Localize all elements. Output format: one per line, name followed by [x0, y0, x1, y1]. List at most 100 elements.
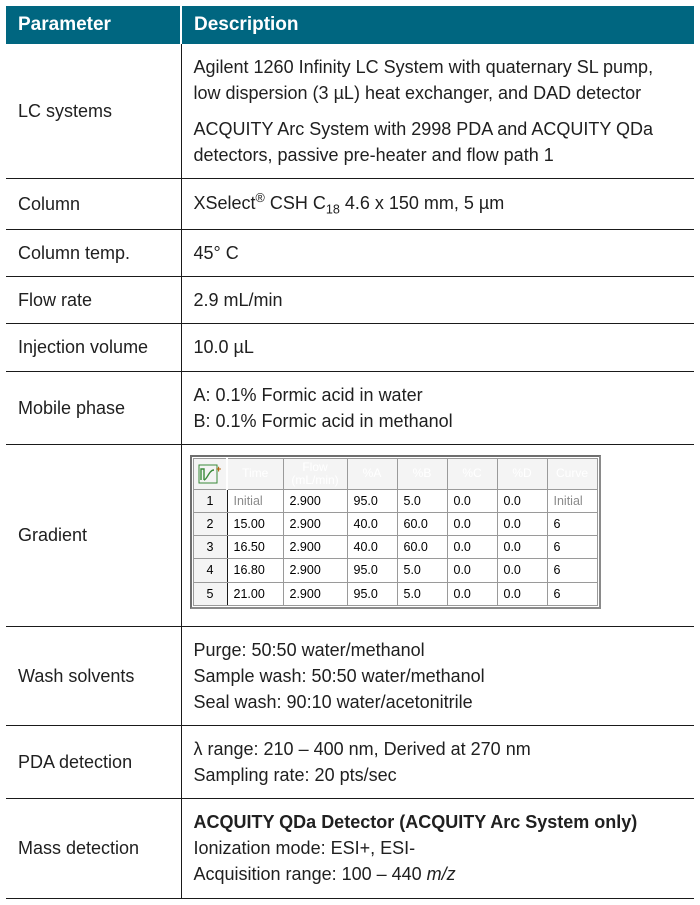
gradient-h-b: %B — [397, 458, 447, 489]
gradient-cell: 0.0 — [447, 582, 497, 605]
gradient-cell: 6 — [547, 559, 597, 582]
gradient-h-a: %A — [347, 458, 397, 489]
gradient-cell: 5.0 — [397, 490, 447, 513]
gradient-row: 316.502.90040.060.00.00.06 — [193, 536, 597, 559]
gradient-cell: 3 — [193, 536, 227, 559]
label-injection-volume: Injection volume — [6, 324, 181, 371]
mobile-b: B: 0.1% Formic acid in methanol — [194, 408, 683, 434]
value-column-temp: 45° C — [181, 230, 694, 277]
row-gradient: Gradient + — [6, 444, 694, 626]
gradient-cell: 0.0 — [447, 490, 497, 513]
svg-text:+: + — [216, 464, 221, 474]
gradient-h-time: Time — [227, 458, 283, 489]
row-mass: Mass detection ACQUITY QDa Detector (ACQ… — [6, 799, 694, 898]
pda-l1: λ range: 210 – 400 nm, Derived at 270 nm — [194, 736, 683, 762]
gradient-cell: 2.900 — [283, 536, 347, 559]
gradient-row: 416.802.90095.05.00.00.06 — [193, 559, 597, 582]
row-lc-systems: LC systems Agilent 1260 Infinity LC Syst… — [6, 44, 694, 179]
gradient-header-row: + Time Flow(mL/min) %A %B %C %D Curve — [193, 458, 597, 489]
wash-l3: Seal wash: 90:10 water/acetonitrile — [194, 689, 683, 715]
gradient-cell: 6 — [547, 513, 597, 536]
gradient-curve-icon: + — [198, 464, 222, 484]
row-wash: Wash solvents Purge: 50:50 water/methano… — [6, 626, 694, 725]
row-pda: PDA detection λ range: 210 – 400 nm, Der… — [6, 726, 694, 799]
mass-l3a: Acquisition range: 100 – 440 — [194, 864, 427, 884]
gradient-cell: 0.0 — [497, 559, 547, 582]
gradient-row: 1Initial2.90095.05.00.00.0Initial — [193, 490, 597, 513]
gradient-row: 521.002.90095.05.00.00.06 — [193, 582, 597, 605]
gradient-cell: 40.0 — [347, 513, 397, 536]
gradient-cell: 1 — [193, 490, 227, 513]
gradient-cell: 95.0 — [347, 559, 397, 582]
gradient-cell: Initial — [547, 490, 597, 513]
gradient-cell: 6 — [547, 582, 597, 605]
column-mid: CSH C — [265, 193, 326, 213]
gradient-cell: 4 — [193, 559, 227, 582]
mobile-a: A: 0.1% Formic acid in water — [194, 382, 683, 408]
column-pre: XSelect — [194, 193, 256, 213]
gradient-cell: 2.900 — [283, 490, 347, 513]
header-description: Description — [181, 6, 694, 44]
gradient-cell: 0.0 — [447, 513, 497, 536]
gradient-body: 1Initial2.90095.05.00.00.0Initial215.002… — [193, 490, 597, 606]
value-mobile-phase: A: 0.1% Formic acid in water B: 0.1% For… — [181, 371, 694, 444]
row-flow-rate: Flow rate 2.9 mL/min — [6, 277, 694, 324]
parameters-table: Parameter Description LC systems Agilent… — [6, 6, 694, 899]
value-gradient: + Time Flow(mL/min) %A %B %C %D Curve — [181, 444, 694, 626]
gradient-cell: 5.0 — [397, 582, 447, 605]
gradient-h-c: %C — [447, 458, 497, 489]
gradient-cell: 40.0 — [347, 536, 397, 559]
gradient-h-flow: Flow(mL/min) — [283, 458, 347, 489]
gradient-cell: 2 — [193, 513, 227, 536]
gradient-cell: 15.00 — [227, 513, 283, 536]
gradient-cell: 95.0 — [347, 490, 397, 513]
label-mobile-phase: Mobile phase — [6, 371, 181, 444]
wash-l1: Purge: 50:50 water/methanol — [194, 637, 683, 663]
row-column: Column XSelect® CSH C18 4.6 x 150 mm, 5 … — [6, 179, 694, 230]
gradient-cell: 2.900 — [283, 559, 347, 582]
gradient-cell: 0.0 — [447, 536, 497, 559]
gradient-table: + Time Flow(mL/min) %A %B %C %D Curve — [193, 458, 598, 606]
value-mass: ACQUITY QDa Detector (ACQUITY Arc System… — [181, 799, 694, 898]
row-mobile-phase: Mobile phase A: 0.1% Formic acid in wate… — [6, 371, 694, 444]
gradient-cell: 21.00 — [227, 582, 283, 605]
gradient-cell: 60.0 — [397, 536, 447, 559]
column-sub: 18 — [326, 203, 340, 217]
gradient-table-container: + Time Flow(mL/min) %A %B %C %D Curve — [190, 455, 601, 609]
gradient-cell: 0.0 — [497, 513, 547, 536]
pda-l2: Sampling rate: 20 pts/sec — [194, 762, 683, 788]
lc-systems-p2: ACQUITY Arc System with 2998 PDA and ACQ… — [194, 116, 683, 168]
value-wash: Purge: 50:50 water/methanol Sample wash:… — [181, 626, 694, 725]
gradient-h-curve: Curve — [547, 458, 597, 489]
header-parameter: Parameter — [6, 6, 181, 44]
label-column: Column — [6, 179, 181, 230]
row-column-temp: Column temp. 45° C — [6, 230, 694, 277]
gradient-cell: 16.80 — [227, 559, 283, 582]
mass-l3: Acquisition range: 100 – 440 m/z — [194, 861, 683, 887]
value-column: XSelect® CSH C18 4.6 x 150 mm, 5 µm — [181, 179, 694, 230]
gradient-cell: 5 — [193, 582, 227, 605]
column-post: 4.6 x 150 mm, 5 µm — [340, 193, 504, 213]
lc-systems-p1: Agilent 1260 Infinity LC System with qua… — [194, 54, 683, 106]
row-injection-volume: Injection volume 10.0 µL — [6, 324, 694, 371]
value-lc-systems: Agilent 1260 Infinity LC System with qua… — [181, 44, 694, 179]
gradient-h-d: %D — [497, 458, 547, 489]
gradient-cell: 0.0 — [497, 536, 547, 559]
mass-l2: Ionization mode: ESI+, ESI- — [194, 835, 683, 861]
label-column-temp: Column temp. — [6, 230, 181, 277]
label-mass: Mass detection — [6, 799, 181, 898]
wash-l2: Sample wash: 50:50 water/methanol — [194, 663, 683, 689]
registered-mark: ® — [256, 191, 265, 205]
label-gradient: Gradient — [6, 444, 181, 626]
gradient-cell: 5.0 — [397, 559, 447, 582]
label-flow-rate: Flow rate — [6, 277, 181, 324]
mass-l1: ACQUITY QDa Detector (ACQUITY Arc System… — [194, 809, 683, 835]
gradient-cell: 16.50 — [227, 536, 283, 559]
value-pda: λ range: 210 – 400 nm, Derived at 270 nm… — [181, 726, 694, 799]
gradient-cell: 0.0 — [497, 490, 547, 513]
label-wash: Wash solvents — [6, 626, 181, 725]
gradient-cell: 0.0 — [447, 559, 497, 582]
label-pda: PDA detection — [6, 726, 181, 799]
gradient-row: 215.002.90040.060.00.00.06 — [193, 513, 597, 536]
gradient-cell: 2.900 — [283, 513, 347, 536]
